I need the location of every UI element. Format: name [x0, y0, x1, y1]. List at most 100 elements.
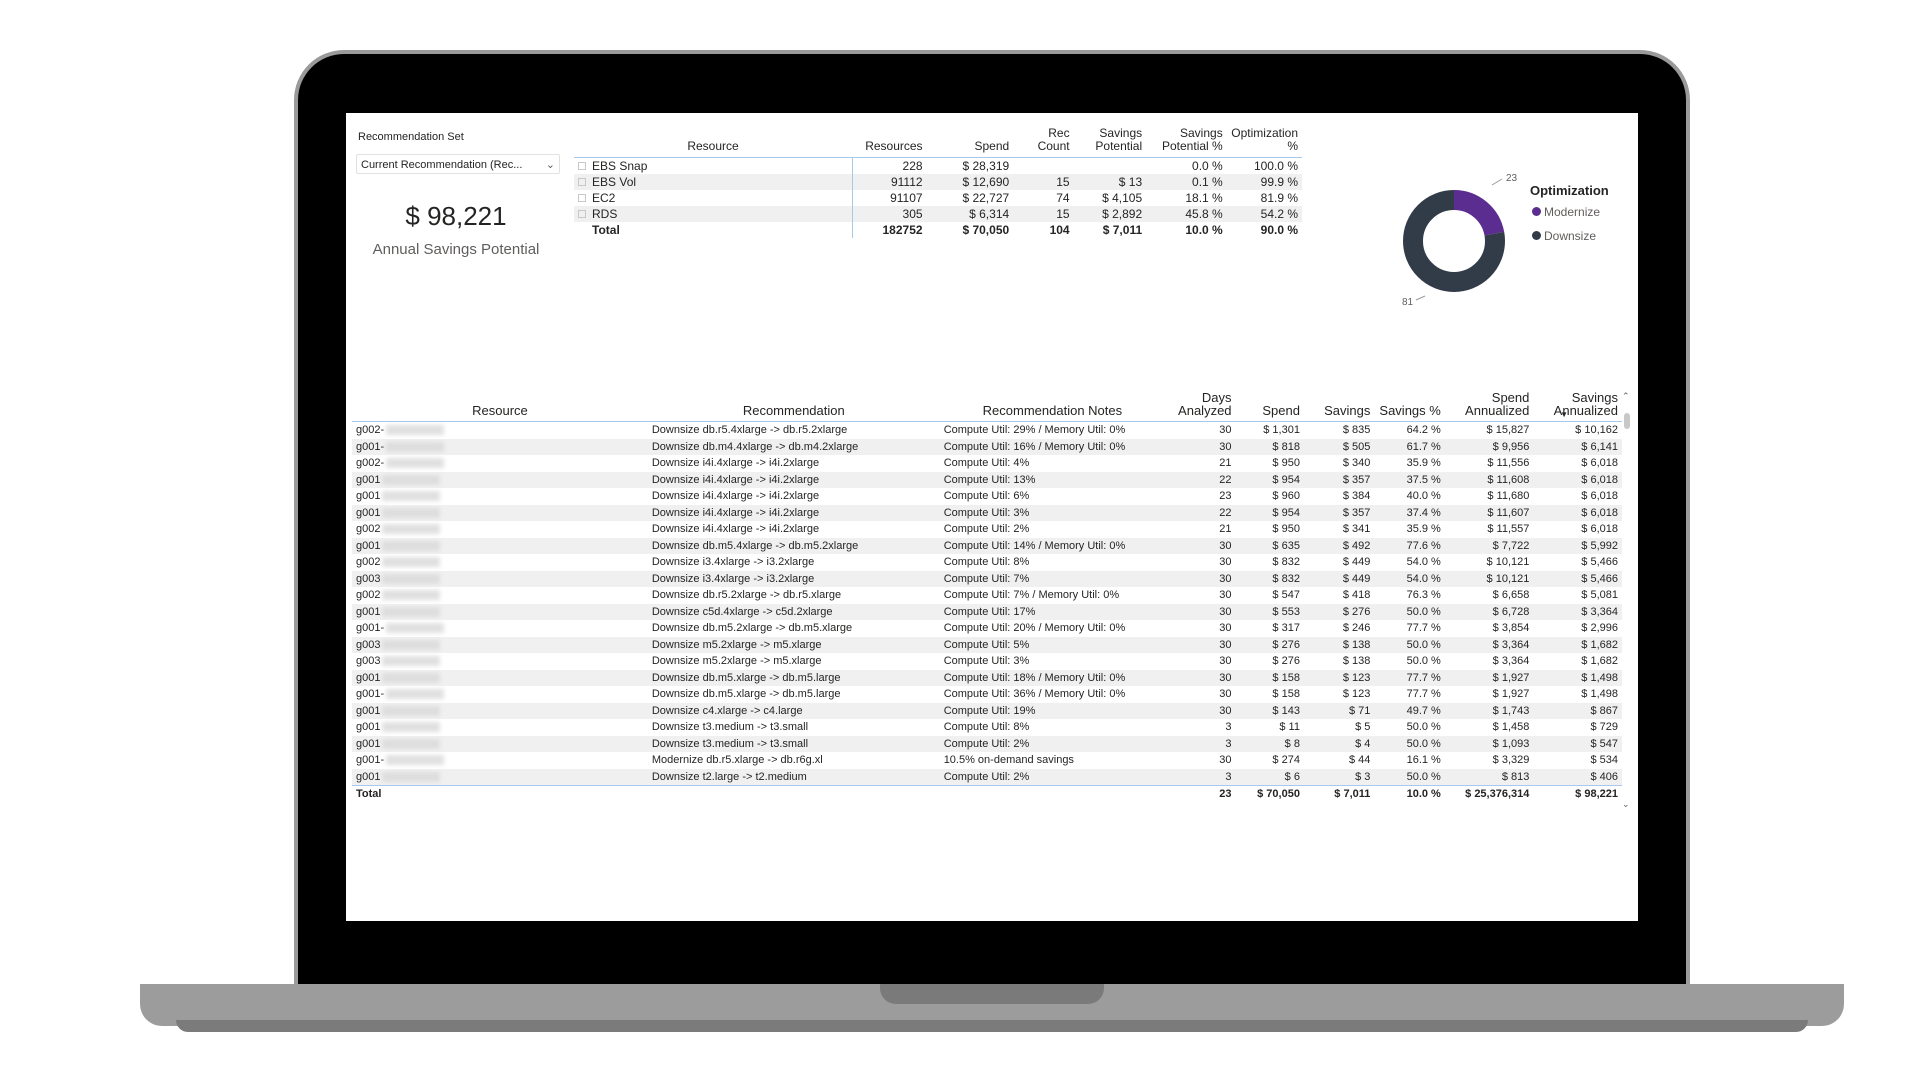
table-row[interactable]: g002- Downsize i4i.4xlarge -> i4i.2xlarge…	[352, 455, 1622, 472]
column-header[interactable]: Recommendation	[647, 385, 940, 422]
value-cell: $ 818	[1235, 438, 1304, 455]
value-cell: Downsize i3.4xlarge -> i3.2xlarge	[647, 570, 940, 587]
table-row[interactable]: g001 Downsize c5d.4xlarge -> c5d.2xlarge C…	[352, 603, 1622, 620]
table-row[interactable]: g001- Downsize db.m4.4xlarge -> db.m4.2xl…	[352, 438, 1622, 455]
column-header[interactable]: Spend	[1235, 385, 1304, 422]
table-row[interactable]: g001 Downsize c4.xlarge -> c4.large Comput…	[352, 702, 1622, 719]
resource-id: g003	[356, 572, 381, 585]
table-row[interactable]: g001 Downsize i4i.4xlarge -> i4i.2xlarge C…	[352, 471, 1622, 488]
table-row[interactable]: EBS Vol 91112 $ 12,690 15 $ 13 0.1 % 99.9 %	[574, 174, 1302, 190]
value-cell: $ 6,018	[1581, 457, 1618, 469]
column-header[interactable]: Recommendation Notes	[939, 385, 1166, 422]
value-cell: 100.0 %	[1253, 159, 1298, 173]
value-cell: $ 406	[1533, 768, 1622, 786]
value-cell: 77.7 %	[1406, 622, 1441, 634]
data-label-leader	[1491, 178, 1503, 186]
resource-cell: g003	[352, 570, 648, 587]
table-scrollbar[interactable]: ⌃ ⌄	[1622, 391, 1632, 811]
table-row[interactable]: EBS Snap 228 $ 28,319 0.0 % 100.0 %	[574, 157, 1302, 175]
column-header[interactable]: Savings Potential %	[1146, 125, 1227, 158]
table-row[interactable]: g003 Downsize m5.2xlarge -> m5.xlarge Comp…	[352, 653, 1622, 670]
column-header[interactable]: Spend	[926, 125, 1014, 158]
value-cell: 35.9 %	[1406, 457, 1441, 469]
expand-icon[interactable]	[578, 161, 586, 170]
table-row[interactable]: g001 Downsize i4i.4xlarge -> i4i.2xlarge C…	[352, 488, 1622, 505]
value-cell: 74	[1056, 191, 1070, 205]
column-header[interactable]: Optimization %	[1226, 125, 1302, 158]
table-row[interactable]: EC2 91107 $ 22,727 74 $ 4,105 18.1 % 81.9 %	[574, 190, 1302, 206]
expand-icon[interactable]	[578, 193, 586, 202]
donut-data-label: 23	[1506, 173, 1518, 184]
value-cell: $ 317	[1272, 622, 1300, 634]
value-cell: $ 1,458	[1492, 721, 1530, 733]
value-cell: Compute Util: 18% / Memory Util: 0%	[939, 669, 1166, 686]
legend-item-downsize[interactable]: Downsize	[1532, 229, 1596, 243]
expand-icon[interactable]	[578, 209, 586, 218]
column-header[interactable]: Savings Annualized ▼	[1533, 385, 1622, 422]
legend-item-modernize[interactable]: Modernize	[1532, 205, 1600, 219]
value-cell: $ 5,081	[1581, 589, 1618, 601]
table-row[interactable]: g001 Downsize t2.large -> t2.medium Comput…	[352, 768, 1622, 786]
column-header[interactable]: Savings	[1303, 385, 1375, 422]
column-header[interactable]: Days Analyzed	[1165, 385, 1236, 422]
resource-id: g002	[356, 589, 381, 601]
expand-icon[interactable]	[578, 177, 586, 186]
table-row[interactable]: g001 Downsize i4i.4xlarge -> i4i.2xlarge C…	[352, 504, 1622, 521]
column-header[interactable]: Savings Potential	[1073, 125, 1147, 158]
scroll-up-icon[interactable]: ⌃	[1622, 391, 1630, 401]
value-cell: $ 950	[1272, 457, 1300, 469]
savings-card-label: Annual Savings Potential	[372, 241, 540, 258]
table-row[interactable]: g002 Downsize db.r5.2xlarge -> db.r5.xlar…	[352, 587, 1622, 604]
value-cell: Downsize c5d.4xlarge -> c5d.2xlarge	[647, 603, 940, 620]
value-cell: 50.0 %	[1374, 735, 1445, 752]
table-row[interactable]: g003 Downsize m5.2xlarge -> m5.xlarge Comp…	[352, 636, 1622, 653]
table-row[interactable]: g001- Modernize db.r5.xlarge -> db.r6g.xl…	[352, 752, 1622, 769]
table-row[interactable]: g001 Downsize t3.medium -> t3.small Comput…	[352, 719, 1622, 736]
table-row[interactable]: g001- Downsize db.m5.xlarge -> db.m5.larg…	[352, 686, 1622, 703]
total-cell: 182752	[882, 223, 923, 237]
value-cell: 30	[1165, 603, 1236, 620]
value-cell	[1074, 158, 1147, 175]
scroll-thumb[interactable]	[1624, 413, 1630, 429]
table-row[interactable]: g001 Downsize db.m5.4xlarge -> db.m5.2xla…	[352, 537, 1622, 554]
column-header[interactable]: Rec Count	[1013, 125, 1074, 158]
column-header[interactable]: Resources	[852, 125, 927, 158]
value-cell: $ 1,927	[1444, 669, 1534, 686]
value-cell: $ 6,658	[1492, 589, 1530, 601]
table-row[interactable]: g002- Downsize db.r5.4xlarge -> db.r5.2xl…	[352, 422, 1622, 439]
value-cell: $ 1,682	[1581, 655, 1618, 667]
value-cell: $ 246	[1342, 622, 1371, 634]
table-row[interactable]: g003 Downsize i3.4xlarge -> i3.2xlarge Com…	[352, 570, 1622, 587]
column-header-label: Recommendation	[742, 403, 845, 418]
column-header[interactable]: Resource	[574, 125, 853, 158]
redacted-text	[386, 755, 445, 766]
donut-slice-downsize[interactable]	[1403, 190, 1505, 292]
resource-id: g001	[356, 605, 381, 618]
column-header[interactable]: Resource	[352, 385, 648, 422]
recommendation-set-dropdown[interactable]: Current Recommendation (Rec... ⌄	[356, 154, 560, 174]
resource-id: g001	[356, 473, 381, 486]
column-header[interactable]: Spend Annualized	[1444, 385, 1534, 422]
resource-id: g002-	[356, 424, 385, 436]
redacted-text	[386, 623, 445, 634]
resource-cell: g001	[352, 488, 648, 505]
table-row[interactable]: g002 Downsize i4i.4xlarge -> i4i.2xlarge C…	[352, 521, 1622, 538]
value-cell: Downsize db.m4.4xlarge -> db.m4.2xlarge	[647, 438, 940, 455]
resource-cell: g001	[352, 603, 648, 620]
table-row[interactable]: RDS 305 $ 6,314 15 $ 2,892 45.8 % 54.2 %	[574, 206, 1302, 222]
scroll-down-icon[interactable]: ⌄	[1622, 799, 1630, 809]
table-row[interactable]: g002 Downsize i3.4xlarge -> i3.2xlarge Com…	[352, 554, 1622, 571]
table-row[interactable]: g001 Downsize db.m5.xlarge -> db.m5.large…	[352, 669, 1622, 686]
value-cell: $ 138	[1342, 655, 1371, 667]
value-cell: 77.6 %	[1374, 537, 1445, 554]
value-cell: Compute Util: 17%	[939, 603, 1166, 620]
table-row[interactable]: g001- Downsize db.m5.2xlarge -> db.m5.xla…	[352, 620, 1622, 637]
value-cell: $ 1,498	[1581, 688, 1618, 700]
value-cell: $ 5,992	[1533, 537, 1622, 554]
total-label: Total	[352, 785, 648, 803]
redacted-text	[382, 639, 441, 650]
table-row[interactable]: g001 Downsize t3.medium -> t3.small Comput…	[352, 735, 1622, 752]
column-header[interactable]: Savings %	[1374, 385, 1445, 422]
value-cell: $ 418	[1342, 589, 1371, 601]
resource-id: g001	[356, 506, 381, 519]
